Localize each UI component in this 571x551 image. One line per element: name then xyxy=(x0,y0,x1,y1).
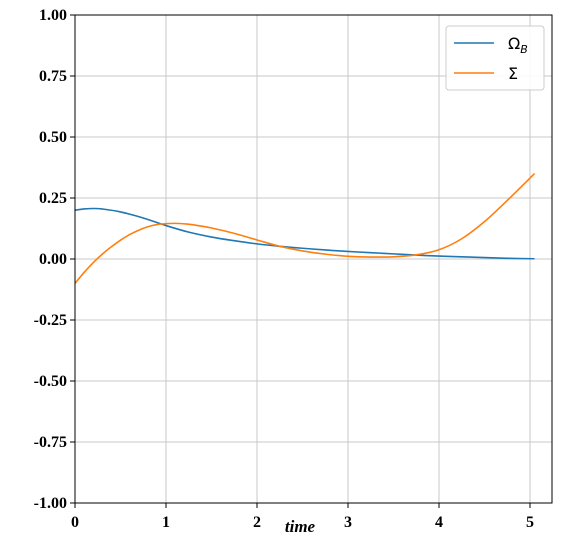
y-tick-label: 1.00 xyxy=(39,7,67,24)
legend-label-0: ΩB xyxy=(508,34,528,56)
y-tick-label: -0.25 xyxy=(34,312,67,329)
x-axis-label: time xyxy=(285,517,316,536)
y-tick-label: -1.00 xyxy=(34,495,67,512)
x-tick-label: 4 xyxy=(435,514,443,531)
y-tick-label: 0.50 xyxy=(39,129,67,146)
y-axis-ticks: 1.00 0.75 0.50 0.25 0.00 -0.25 -0.50 -0.75 -1.00 xyxy=(34,7,75,512)
grid-layer xyxy=(74,14,552,504)
y-tick-label: -0.50 xyxy=(34,373,67,390)
series-layer xyxy=(74,173,536,284)
legend: ΩBΣ xyxy=(445,25,545,91)
x-tick-label: 3 xyxy=(344,514,352,531)
legend-label-main: Ω xyxy=(508,34,520,53)
y-tick-label: 0.75 xyxy=(39,68,67,85)
x-tick-label: 0 xyxy=(71,514,79,531)
x-axis-ticks: 0 1 2 3 4 5 xyxy=(71,503,534,531)
y-tick-label: 0.00 xyxy=(39,251,67,268)
legend-label-1: Σ xyxy=(508,64,518,83)
legend-label-subscript: B xyxy=(520,43,528,56)
legend-label-main: Σ xyxy=(508,64,518,83)
legend-box xyxy=(445,25,545,91)
x-tick-label: 1 xyxy=(162,514,170,531)
y-tick-label: -0.75 xyxy=(34,434,67,451)
y-tick-label: 0.25 xyxy=(39,190,67,207)
x-tick-label: 5 xyxy=(526,514,534,531)
x-tick-label: 2 xyxy=(253,514,261,531)
series-line-1 xyxy=(74,173,536,284)
